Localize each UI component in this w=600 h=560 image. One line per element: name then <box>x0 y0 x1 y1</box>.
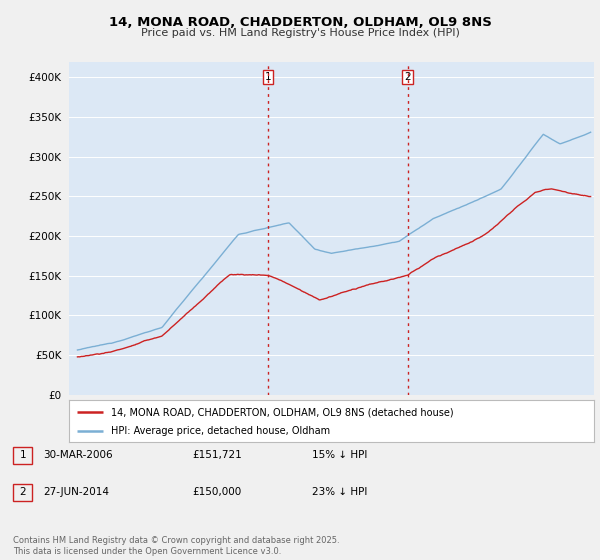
Text: 30-MAR-2006: 30-MAR-2006 <box>43 450 113 460</box>
Text: Price paid vs. HM Land Registry's House Price Index (HPI): Price paid vs. HM Land Registry's House … <box>140 28 460 38</box>
Text: Contains HM Land Registry data © Crown copyright and database right 2025.
This d: Contains HM Land Registry data © Crown c… <box>13 536 340 556</box>
Text: 2: 2 <box>404 72 411 82</box>
Text: 14, MONA ROAD, CHADDERTON, OLDHAM, OL9 8NS (detached house): 14, MONA ROAD, CHADDERTON, OLDHAM, OL9 8… <box>111 407 454 417</box>
Text: HPI: Average price, detached house, Oldham: HPI: Average price, detached house, Oldh… <box>111 426 330 436</box>
Text: 1: 1 <box>19 450 26 460</box>
Text: 15% ↓ HPI: 15% ↓ HPI <box>312 450 367 460</box>
Text: 1: 1 <box>265 72 271 82</box>
Text: £150,000: £150,000 <box>192 487 241 497</box>
Text: 14, MONA ROAD, CHADDERTON, OLDHAM, OL9 8NS: 14, MONA ROAD, CHADDERTON, OLDHAM, OL9 8… <box>109 16 491 29</box>
Text: 27-JUN-2014: 27-JUN-2014 <box>43 487 109 497</box>
Text: £151,721: £151,721 <box>192 450 242 460</box>
Text: 2: 2 <box>19 487 26 497</box>
Text: 23% ↓ HPI: 23% ↓ HPI <box>312 487 367 497</box>
